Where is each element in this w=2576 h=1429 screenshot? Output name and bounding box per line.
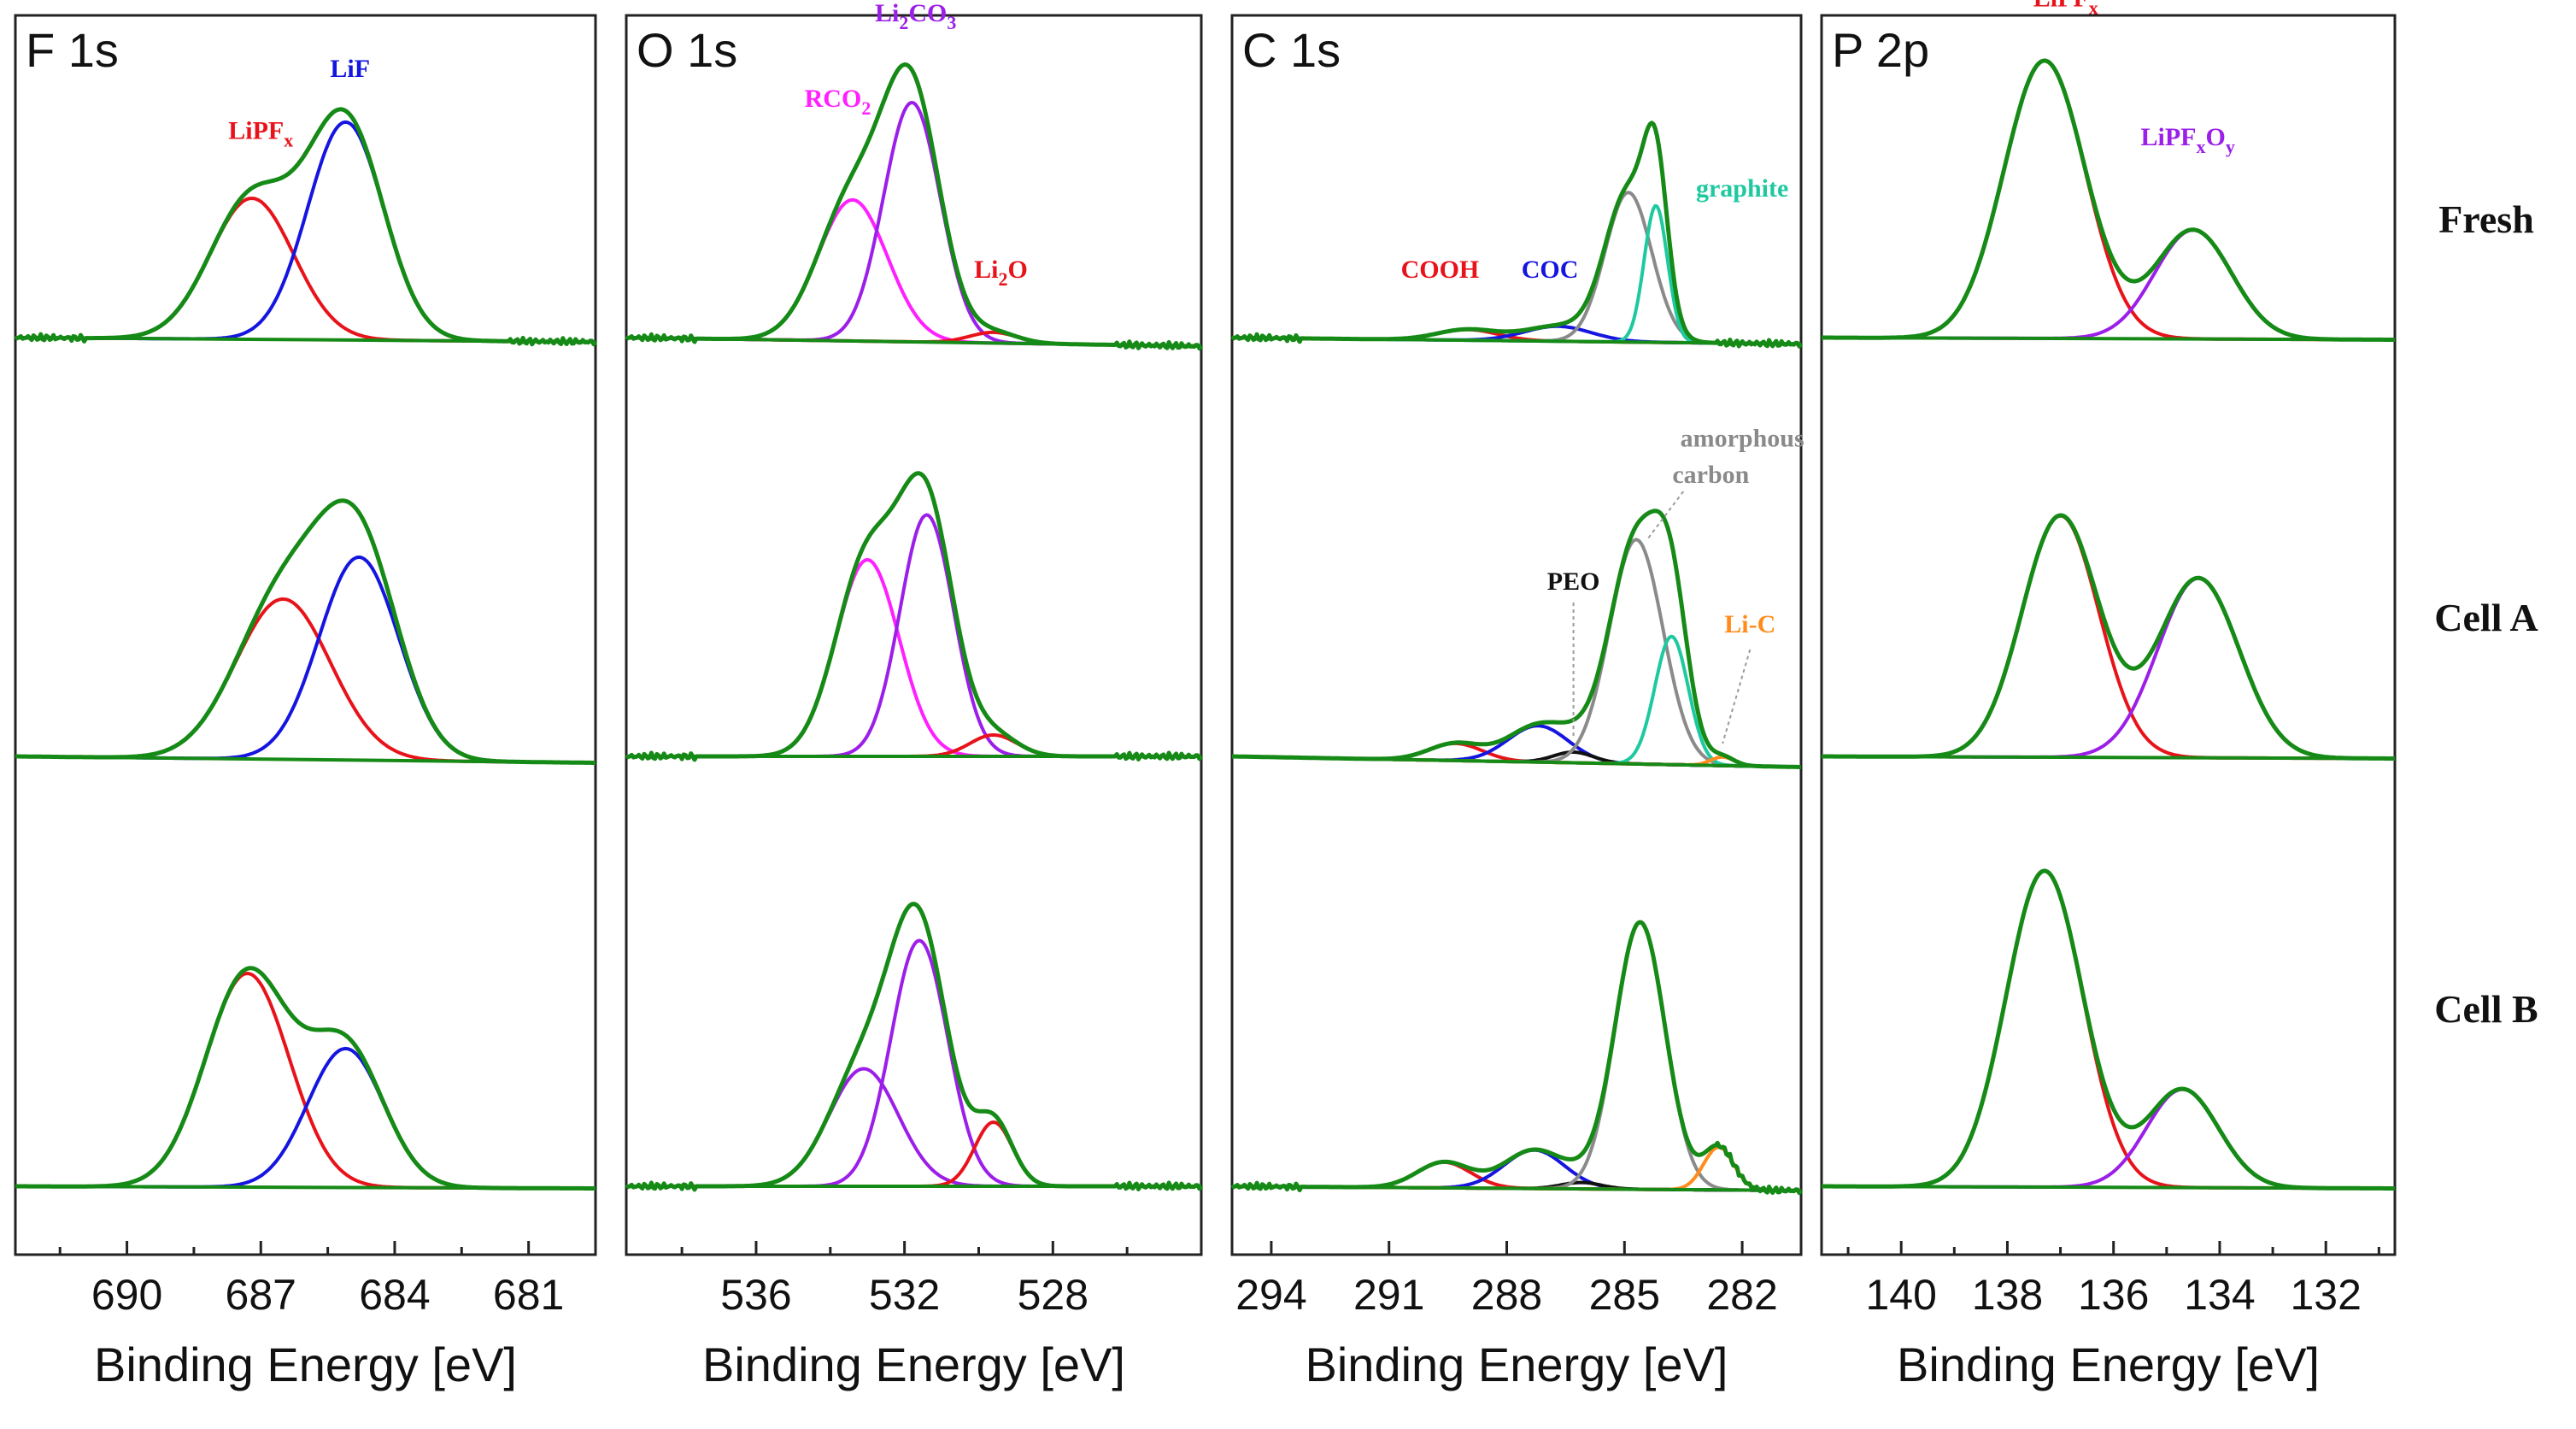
spectrum-row-cell-a bbox=[625, 471, 1204, 762]
peak-li2co3 bbox=[626, 938, 1201, 1188]
x-tick-label: 681 bbox=[493, 1271, 564, 1319]
spectrum-row-fresh bbox=[625, 62, 1204, 351]
x-tick-label: 132 bbox=[2291, 1271, 2362, 1319]
spectrum-row-fresh bbox=[14, 107, 598, 347]
panel-frame bbox=[1230, 14, 1803, 1256]
peak-label: Li-C bbox=[1724, 610, 1775, 638]
annotation-leader bbox=[1722, 649, 1752, 744]
spectrum-row-cell-b bbox=[1230, 920, 1804, 1196]
annotation-leader bbox=[1647, 491, 1685, 539]
x-tick-label: 288 bbox=[1471, 1271, 1542, 1319]
x-axis-label: Binding Energy [eV] bbox=[1306, 1338, 1728, 1391]
peak-label: LiPFxOy bbox=[2141, 123, 2235, 157]
envelope-curve bbox=[1230, 121, 1804, 349]
spectrum-row-cell-b bbox=[1821, 868, 2396, 1191]
envelope-curve bbox=[625, 471, 1204, 762]
envelope-curve bbox=[1231, 509, 1802, 769]
peak-amorphous-carbon bbox=[1232, 920, 1801, 1192]
envelope-curve bbox=[14, 107, 598, 347]
envelope-curve bbox=[15, 966, 596, 1191]
peak-lipfx bbox=[1822, 869, 2395, 1191]
x-tick-label: 134 bbox=[2184, 1271, 2255, 1319]
peak-amorphous-carbon bbox=[1232, 191, 1801, 346]
spectrum-row-fresh bbox=[1821, 58, 2396, 342]
peak-lif bbox=[15, 556, 596, 765]
envelope-curve bbox=[1821, 513, 2396, 761]
row-label-fresh: Fresh bbox=[2438, 197, 2534, 241]
x-tick-label: 294 bbox=[1235, 1271, 1306, 1319]
x-tick-label: 532 bbox=[869, 1271, 940, 1319]
panel-frame bbox=[625, 14, 1203, 1256]
panel-title: P 2p bbox=[1832, 23, 1929, 77]
row-label-cell-b: Cell B bbox=[2434, 987, 2538, 1031]
panel-p-2p: P 2p 140 138 136 134 132 Binding Energy [eV] Li… bbox=[1820, 0, 2397, 1391]
peak-graphite bbox=[1232, 634, 1801, 769]
envelope-curve bbox=[1230, 920, 1804, 1196]
panel-frame bbox=[14, 14, 597, 1256]
envelope-curve bbox=[1821, 868, 2396, 1191]
x-tick-label: 684 bbox=[359, 1271, 430, 1319]
peak-rco2 bbox=[626, 558, 1201, 758]
spectrum-row-fresh bbox=[1230, 121, 1804, 349]
peak-label: LiPFx bbox=[228, 117, 293, 151]
peak-label: COC bbox=[1522, 256, 1579, 284]
x-tick-label: 690 bbox=[91, 1271, 162, 1319]
spectrum-row-cell-a bbox=[15, 498, 596, 765]
panel-frame bbox=[1820, 14, 2397, 1256]
spectrum-row-cell-a bbox=[1231, 509, 1802, 769]
x-axis-label: Binding Energy [eV] bbox=[702, 1338, 1125, 1391]
x-tick-label: 140 bbox=[1865, 1271, 1936, 1319]
x-tick-label: 138 bbox=[1972, 1271, 2043, 1319]
peak-graphite bbox=[1232, 203, 1801, 346]
spectrum-row-cell-b bbox=[625, 902, 1204, 1192]
peak-lipfx bbox=[15, 972, 596, 1191]
panels: F 1s 690 687 684 681 Binding Energy [eV] LiPFx… bbox=[14, 0, 2397, 1391]
x-tick-label: 528 bbox=[1018, 1271, 1088, 1319]
panel-o-1s: O 1s 536 532 528 Binding Energy [eV] RCO2 Li2C… bbox=[625, 0, 1204, 1391]
x-axis-label: Binding Energy [eV] bbox=[94, 1338, 517, 1391]
spectrum-row-cell-b bbox=[15, 966, 596, 1191]
peak-li2o bbox=[626, 1120, 1201, 1188]
peak-label: carbon bbox=[1672, 461, 1749, 489]
envelope-curve bbox=[625, 902, 1204, 1192]
peak-label: Li2O bbox=[974, 256, 1028, 290]
peak-label: Li2CO3 bbox=[875, 0, 956, 33]
panel-c-1s: C 1s 294 291 288 285 282 Binding Energy [eV] CO… bbox=[1230, 14, 1804, 1391]
peak-label: PEO bbox=[1547, 567, 1600, 596]
x-tick-label: 687 bbox=[226, 1271, 296, 1319]
panel-title: C 1s bbox=[1242, 23, 1341, 77]
x-tick-label: 536 bbox=[720, 1271, 791, 1319]
envelope-curve bbox=[625, 62, 1204, 351]
spectrum-row-cell-a bbox=[1821, 513, 2396, 761]
x-axis-label: Binding Energy [eV] bbox=[1897, 1338, 2320, 1391]
x-tick-label: 282 bbox=[1706, 1271, 1777, 1319]
panel-title: F 1s bbox=[26, 23, 119, 77]
peak-li2co3 bbox=[626, 513, 1201, 758]
peak-rco2 bbox=[626, 197, 1201, 348]
x-tick-label: 291 bbox=[1353, 1271, 1424, 1319]
panel-title: O 1s bbox=[637, 23, 737, 77]
row-labels: Fresh Cell A Cell B bbox=[2434, 197, 2538, 1031]
envelope-curve bbox=[1821, 58, 2396, 342]
peak-label: COOH bbox=[1401, 256, 1480, 284]
x-tick-label: 285 bbox=[1589, 1271, 1660, 1319]
x-tick-label: 136 bbox=[2078, 1271, 2149, 1319]
peak-lipfxoy bbox=[1822, 576, 2395, 761]
row-label-cell-a: Cell A bbox=[2434, 596, 2538, 639]
peak-label: LiPFx bbox=[2033, 0, 2098, 19]
peak-lipfx bbox=[1822, 59, 2395, 342]
peak-label: LiF bbox=[330, 55, 370, 83]
peak-label: graphite bbox=[1696, 174, 1788, 203]
peak-rco2 bbox=[626, 1067, 1201, 1188]
envelope-curve bbox=[15, 498, 596, 765]
peak-lif bbox=[15, 1046, 596, 1191]
panel-f-1s: F 1s 690 687 684 681 Binding Energy [eV] LiPFx… bbox=[14, 14, 598, 1391]
peak-label: RCO2 bbox=[805, 85, 871, 119]
peak-label: amorphous bbox=[1681, 425, 1804, 453]
